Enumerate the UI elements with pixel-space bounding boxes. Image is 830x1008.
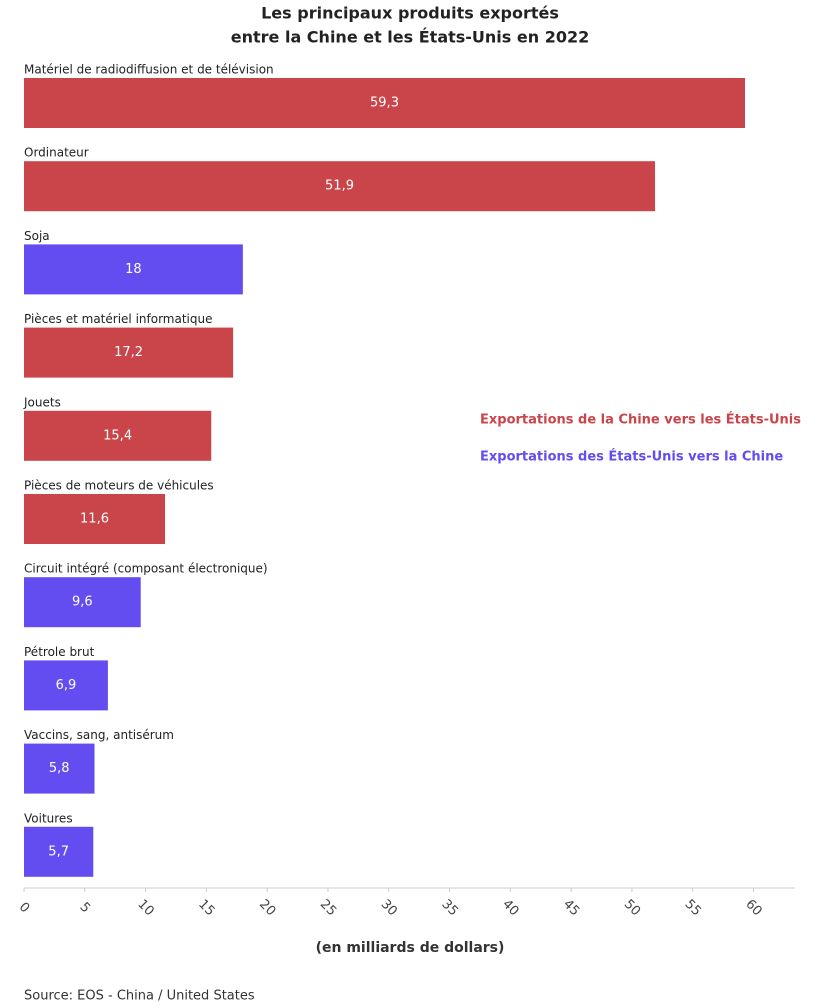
x-tick-label: 15	[195, 897, 217, 919]
bar	[24, 244, 243, 295]
x-tick-label: 5	[77, 900, 93, 916]
value-label: 9,6	[72, 595, 93, 610]
value-label: 51,9	[325, 179, 354, 194]
value-label: 18	[125, 262, 142, 277]
value-label: 17,2	[114, 345, 143, 360]
value-label: 6,9	[56, 678, 77, 693]
value-label: 5,7	[48, 844, 69, 859]
legend-entry: Exportations des États-Unis vers la Chin…	[480, 449, 783, 465]
value-label: 5,8	[49, 761, 70, 776]
category-label: Pièces de moteurs de véhicules	[24, 479, 214, 493]
category-label: Circuit intégré (composant électronique)	[24, 562, 268, 576]
x-tick-label: 25	[317, 897, 339, 919]
legend-entry: Exportations de la Chine vers les États-…	[480, 412, 801, 428]
x-axis-label: (en milliards de dollars)	[316, 940, 505, 956]
bar	[24, 327, 234, 378]
category-label: Jouets	[23, 395, 61, 409]
category-label: Ordinateur	[24, 146, 89, 160]
x-tick-label: 45	[560, 897, 582, 919]
x-tick-label: 20	[256, 897, 278, 919]
bar	[24, 826, 94, 877]
category-label: Pièces et matériel informatique	[24, 312, 212, 326]
chart-title: Les principaux produits exportés	[261, 4, 559, 23]
x-tick-label: 55	[682, 897, 704, 919]
bar	[24, 410, 212, 461]
bar	[24, 660, 108, 711]
value-label: 11,6	[80, 512, 109, 527]
x-tick-label: 60	[742, 897, 764, 919]
bar	[24, 78, 746, 128]
category-label: Pétrole brut	[24, 645, 95, 659]
x-tick-label: 50	[621, 897, 643, 919]
x-tick-label: 40	[499, 897, 521, 919]
category-label: Vaccins, sang, antisérum	[24, 728, 174, 742]
bar	[24, 161, 656, 212]
category-label: Matériel de radiodiffusion et de télévis…	[24, 63, 274, 77]
value-label: 59,3	[370, 96, 399, 111]
x-tick-label: 30	[378, 897, 400, 919]
x-tick-label: 35	[438, 897, 460, 919]
source: Source: EOS - China / United States	[24, 989, 255, 1004]
bar	[24, 743, 95, 794]
category-label: Voitures	[24, 811, 73, 825]
x-tick-label: 0	[16, 900, 32, 916]
bar	[24, 577, 141, 628]
x-tick-label: 10	[134, 897, 156, 919]
value-label: 15,4	[103, 428, 132, 443]
chart-title: entre la Chine et les États-Unis en 2022	[231, 28, 589, 47]
bar	[24, 494, 166, 544]
category-label: Soja	[24, 229, 50, 243]
